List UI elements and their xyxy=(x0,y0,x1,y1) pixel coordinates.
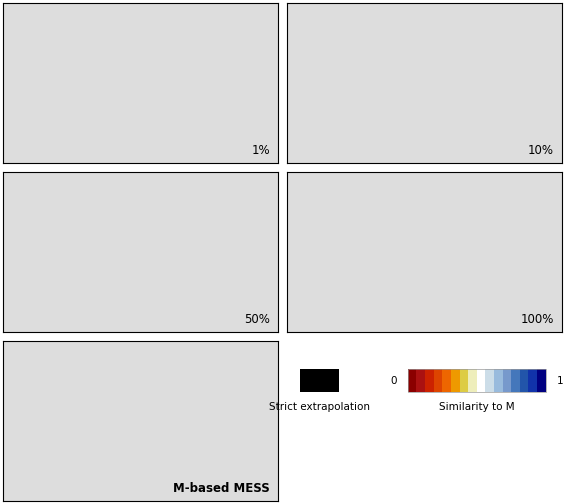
Bar xyxy=(528,369,537,392)
Bar xyxy=(459,369,469,392)
Bar xyxy=(537,369,546,392)
Bar xyxy=(434,369,443,392)
Text: 10%: 10% xyxy=(528,144,554,157)
Bar xyxy=(425,369,434,392)
Bar xyxy=(442,369,451,392)
Text: Strict extrapolation: Strict extrapolation xyxy=(269,402,370,412)
Text: 0: 0 xyxy=(390,376,397,386)
Bar xyxy=(485,369,494,392)
Text: 50%: 50% xyxy=(244,313,270,326)
Bar xyxy=(494,369,503,392)
Bar xyxy=(416,369,425,392)
Bar xyxy=(451,369,460,392)
Text: M-based MESS: M-based MESS xyxy=(173,482,270,495)
Bar xyxy=(511,369,520,392)
Bar xyxy=(477,369,486,392)
Text: 100%: 100% xyxy=(520,313,554,326)
Bar xyxy=(503,369,512,392)
Text: 1: 1 xyxy=(557,376,563,386)
Text: Similarity to M: Similarity to M xyxy=(439,402,515,412)
Bar xyxy=(468,369,477,392)
Bar xyxy=(301,369,339,392)
Bar xyxy=(520,369,529,392)
Bar xyxy=(408,369,417,392)
Text: 1%: 1% xyxy=(251,144,270,157)
Bar xyxy=(408,369,546,392)
